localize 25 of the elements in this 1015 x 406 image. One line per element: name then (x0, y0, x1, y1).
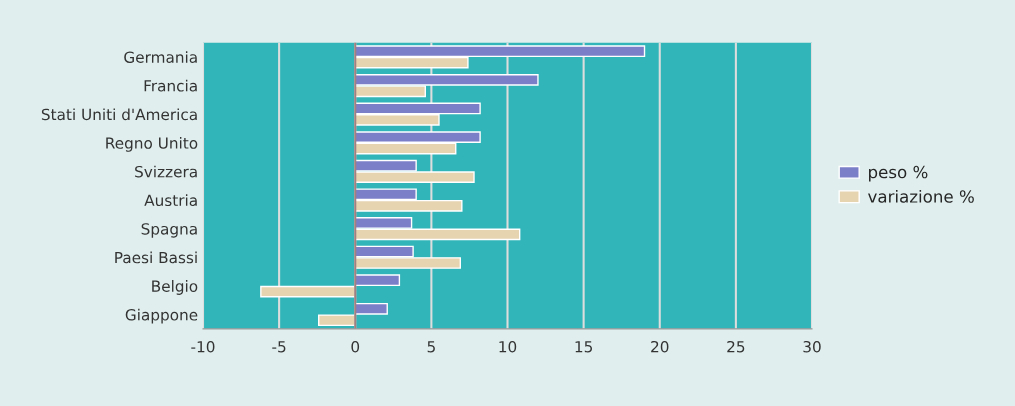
x-tick-label: 5 (427, 341, 435, 353)
bar (354, 302, 388, 315)
x-tick-label: 30 (803, 340, 821, 353)
legend-label: variazione % (868, 189, 974, 203)
y-tick-label: Stati Uniti d'America (41, 108, 197, 121)
bar (318, 314, 356, 327)
y-tick-label: Austria (144, 194, 197, 207)
y-tick-label: Belgio (152, 280, 198, 295)
y-tick-label: Paesi Bassi (115, 251, 197, 264)
x-tick-label: -5 (272, 341, 286, 353)
x-tick-label: 15 (575, 341, 593, 353)
y-tick-label: Germania (124, 51, 197, 63)
x-tick-label: 25 (727, 340, 745, 353)
x-tick-label: 0 (351, 340, 360, 353)
y-tick-label: Regno Unito (106, 137, 198, 152)
bar (260, 285, 356, 298)
y-tick-label: Giappone (125, 308, 198, 324)
x-tick-label: 20 (651, 340, 669, 353)
x-tick-label: -10 (191, 340, 215, 353)
y-tick-label: Svizzera (135, 165, 197, 178)
y-tick-label: Francia (144, 79, 197, 92)
x-tick-label: 10 (499, 340, 517, 353)
bar (354, 274, 401, 287)
y-tick-label: Spagna (141, 223, 197, 238)
legend-label: peso % (869, 165, 928, 182)
